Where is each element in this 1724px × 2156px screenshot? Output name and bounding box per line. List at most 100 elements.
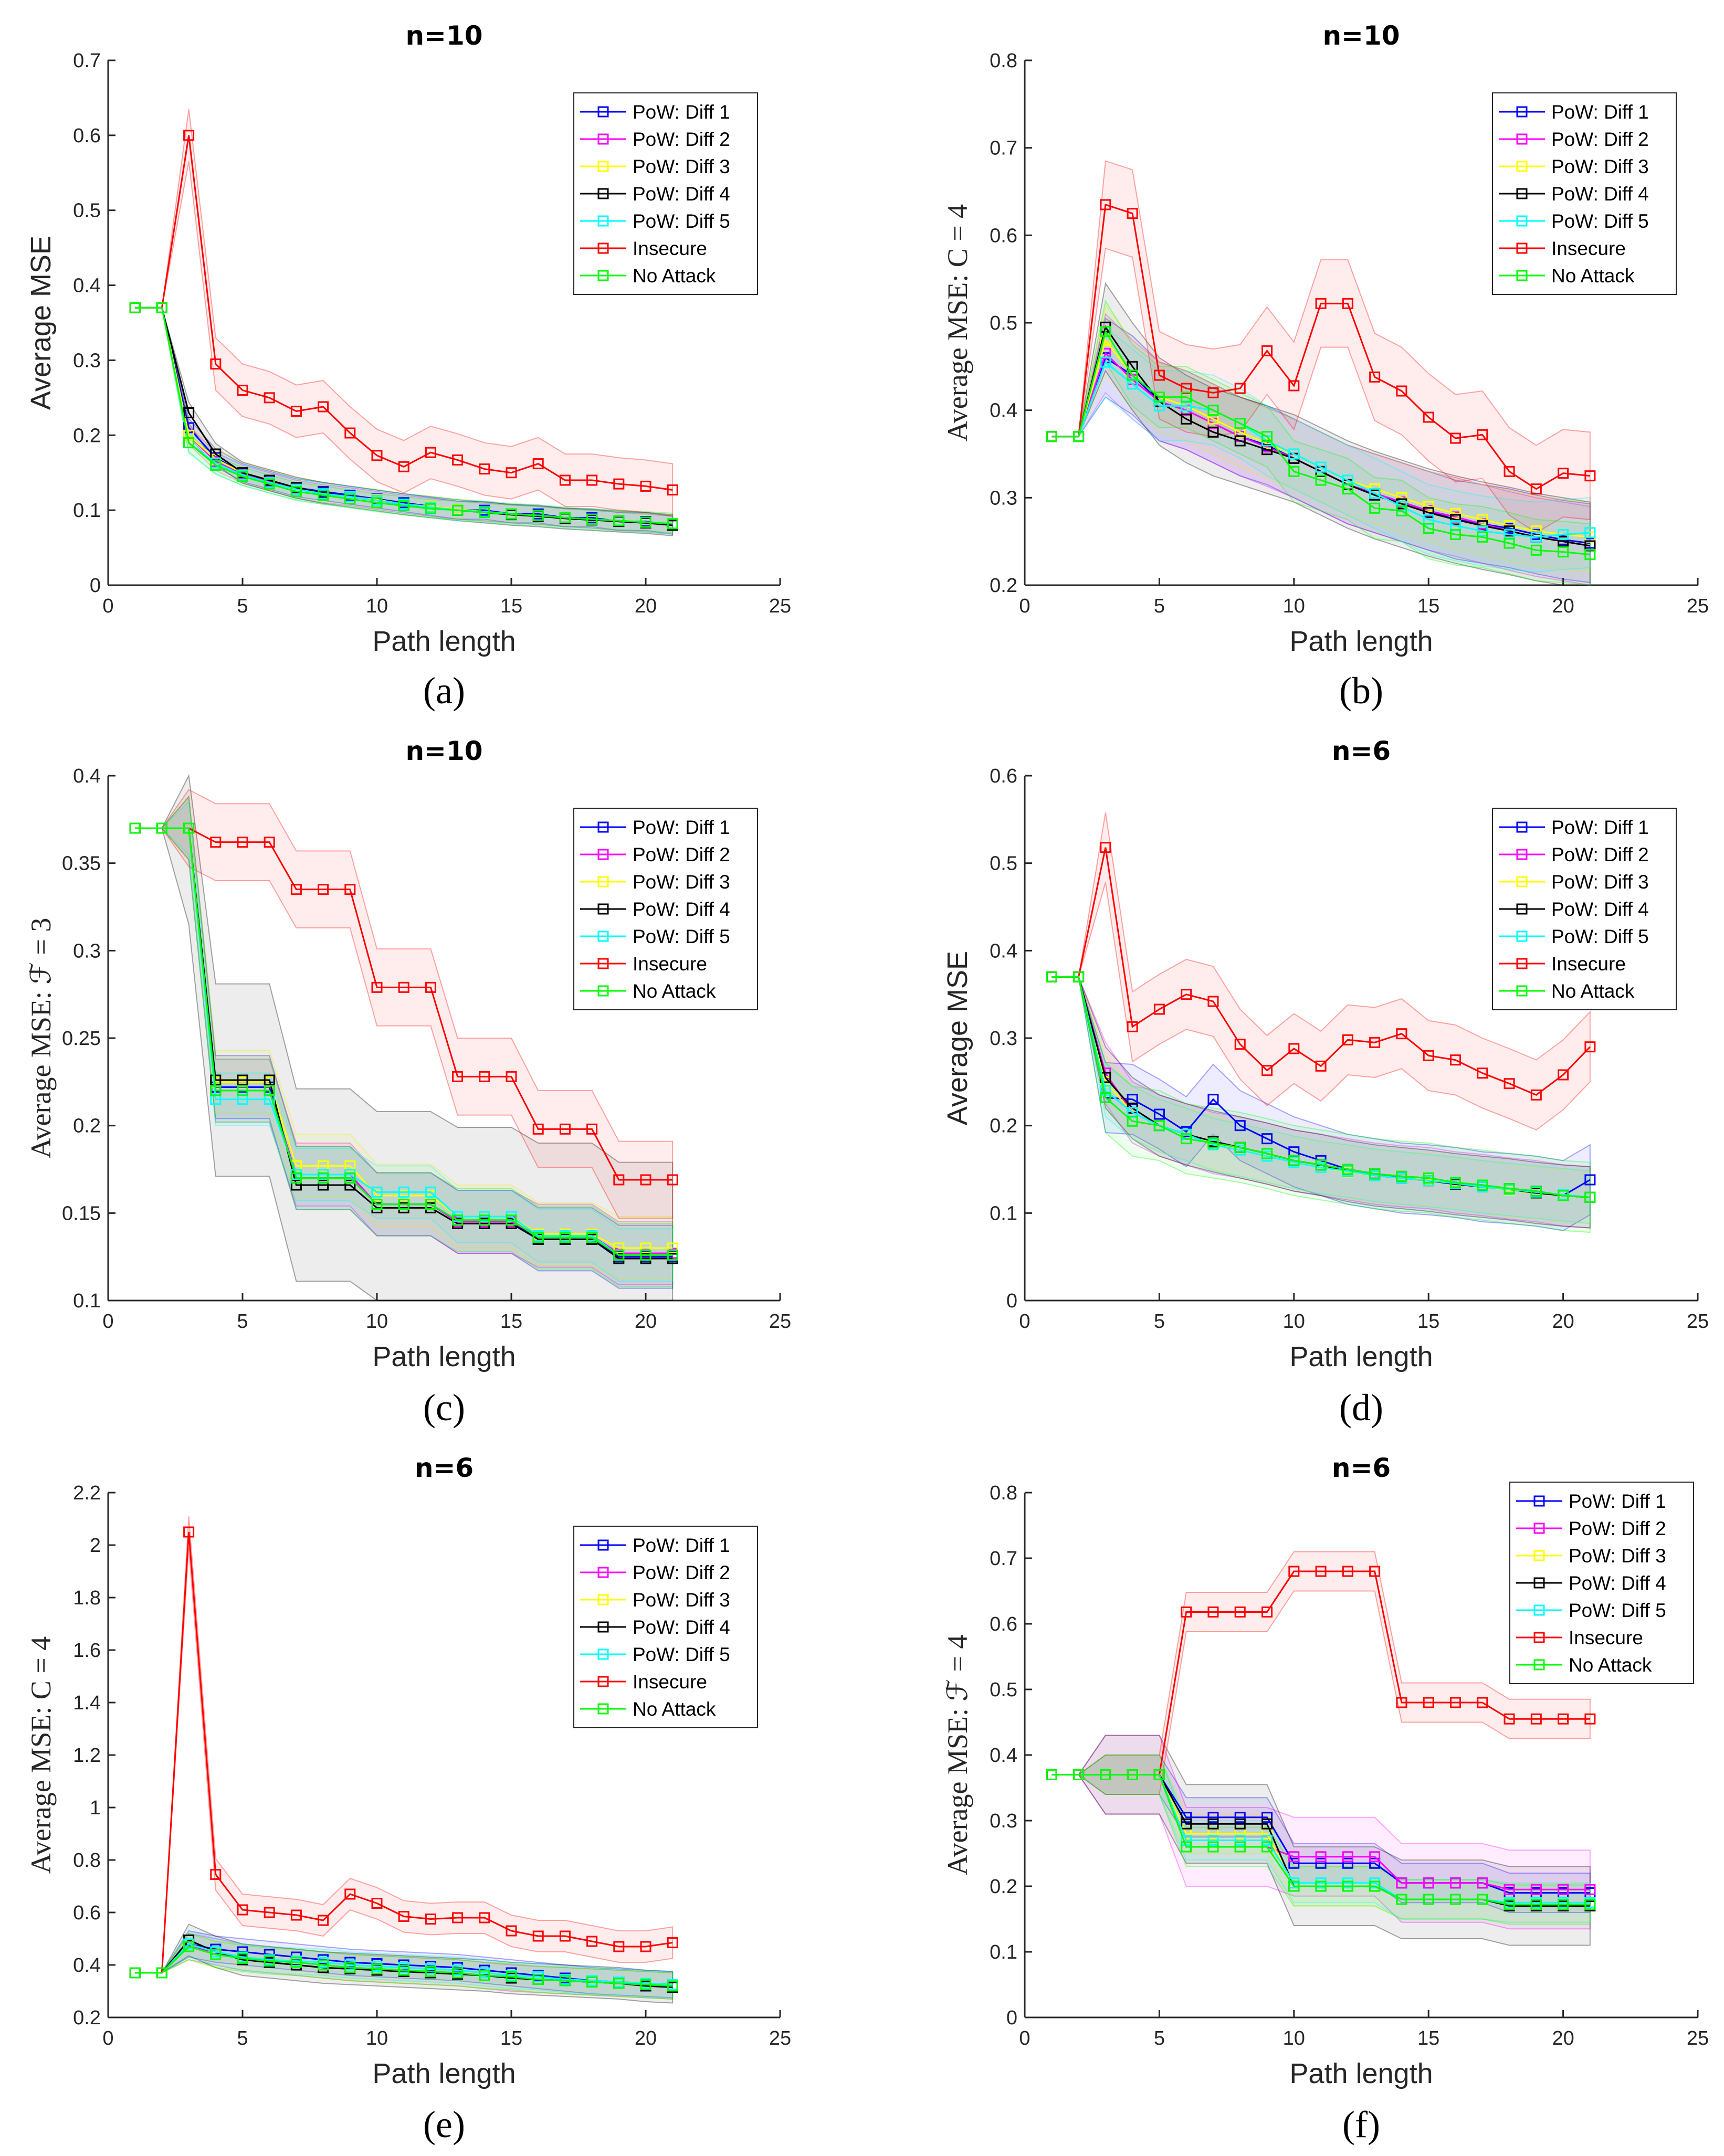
data-point [1262,1818,1273,1830]
x-tick-label: 10 [1283,1310,1305,1333]
data-point [613,1249,625,1261]
confidence-band [1052,976,1591,1229]
x-tick-label: 10 [1283,595,1305,617]
legend-marker [597,1621,609,1633]
data-point [532,1123,544,1135]
x-tick-label: 5 [1154,1310,1165,1333]
x-axis-label: Path length [1289,2058,1433,2089]
legend-marker [1516,903,1528,915]
data-point [667,1937,678,1948]
data-point [290,1172,302,1184]
legend-label: Insecure [1569,1627,1643,1648]
data-point [1369,1168,1381,1179]
data-point [1530,1899,1542,1910]
legend-label: PoW: Diff 2 [1569,1518,1666,1539]
chart-title: n=10 [405,736,482,766]
data-point [1315,1851,1327,1863]
legend-label: PoW: Diff 2 [1551,844,1649,865]
data-point [425,447,436,458]
legend-marker [1516,133,1528,145]
y-tick-label: 0.8 [990,1482,1017,1504]
legend-marker [597,876,609,887]
data-point [290,884,302,895]
legend-label: PoW: Diff 1 [1569,1491,1666,1512]
chart-title: n=10 [1322,20,1400,51]
data-point [318,490,329,501]
x-tick-label: 5 [1154,595,1165,617]
data-point [1207,1137,1219,1149]
legend-marker [597,215,609,227]
data-point [1558,546,1569,558]
data-point [156,1967,167,1979]
data-point [1127,208,1138,219]
legend: PoW: Diff 1 PoW: Diff 2 PoW: Diff 3 PoW: Di… [573,1526,758,1728]
data-point [1369,502,1381,514]
data-point [613,1941,625,1952]
legend-label: PoW: Diff 2 [633,1562,730,1583]
legend-label: PoW: Diff 4 [633,899,730,920]
data-point [1477,429,1488,440]
data-point [1449,508,1461,519]
series-line [135,827,673,1249]
x-tick-label: 15 [500,1310,522,1333]
y-tick-label: 0.2 [990,1115,1017,1137]
legend-label: PoW: Diff 3 [1551,156,1649,177]
legend: PoW: Diff 1 PoW: Diff 2 PoW: Diff 3 PoW: Di… [573,92,758,295]
data-point [586,1936,598,1947]
data-point [344,1172,356,1184]
data-point [1477,525,1488,537]
legend-label: PoW: Diff 4 [1569,1572,1666,1594]
data-point [1530,1884,1542,1895]
data-point [1234,1812,1246,1823]
data-point [237,1074,248,1086]
data-point [290,406,302,417]
data-point [613,1174,625,1186]
confidence-band [135,774,674,1301]
series-no-attack [1046,326,1596,561]
series-line [135,827,673,1256]
data-point [1423,523,1434,534]
x-tick-label: 10 [366,595,388,617]
x-tick-label: 25 [769,595,791,617]
data-point [613,515,625,526]
data-point [210,837,222,848]
data-point [452,454,464,466]
chart-panel-a: 0 0.1 0.2 0.3 0.4 0.5 0.6 0.7 0 5 10 15 20 25 n=10 Path… [25,20,791,712]
data-point [1342,1851,1353,1863]
y-tick-label: 0.6 [990,225,1017,247]
y-tick-label: 0.25 [62,1028,101,1050]
data-point [1423,1697,1434,1708]
data-point [344,1888,356,1900]
data-point [452,1912,464,1924]
data-point [1181,1818,1192,1830]
data-point [210,1949,222,1960]
y-tick-label: 0.5 [73,200,101,222]
legend-marker [1516,270,1528,281]
data-point [667,1242,678,1254]
data-point [425,503,436,514]
legend-label: Insecure [633,238,707,259]
data-point [1530,1713,1542,1725]
legend-marker [1533,1604,1545,1616]
data-point [586,1123,598,1135]
legend-marker [597,821,609,833]
y-tick-label: 0.5 [990,312,1017,334]
data-point [425,1186,436,1198]
data-point [479,1214,490,1226]
x-tick-label: 25 [1687,595,1709,617]
data-point [264,1907,275,1918]
x-axis-label: Path length [372,2058,516,2089]
data-point [1477,531,1488,543]
data-point [1369,371,1381,383]
data-point [640,1941,651,1952]
data-point [1262,1812,1273,1823]
y-tick-label: 0.7 [73,50,101,72]
legend-label: Insecure [1551,238,1626,259]
y-tick-label: 0.3 [990,1810,1017,1832]
legend-label: PoW: Diff 5 [633,210,730,232]
legend-marker [597,270,609,281]
data-point [1288,1566,1300,1577]
data-point [1153,1120,1165,1132]
data-point [1396,1877,1407,1889]
data-point [318,1915,329,1926]
